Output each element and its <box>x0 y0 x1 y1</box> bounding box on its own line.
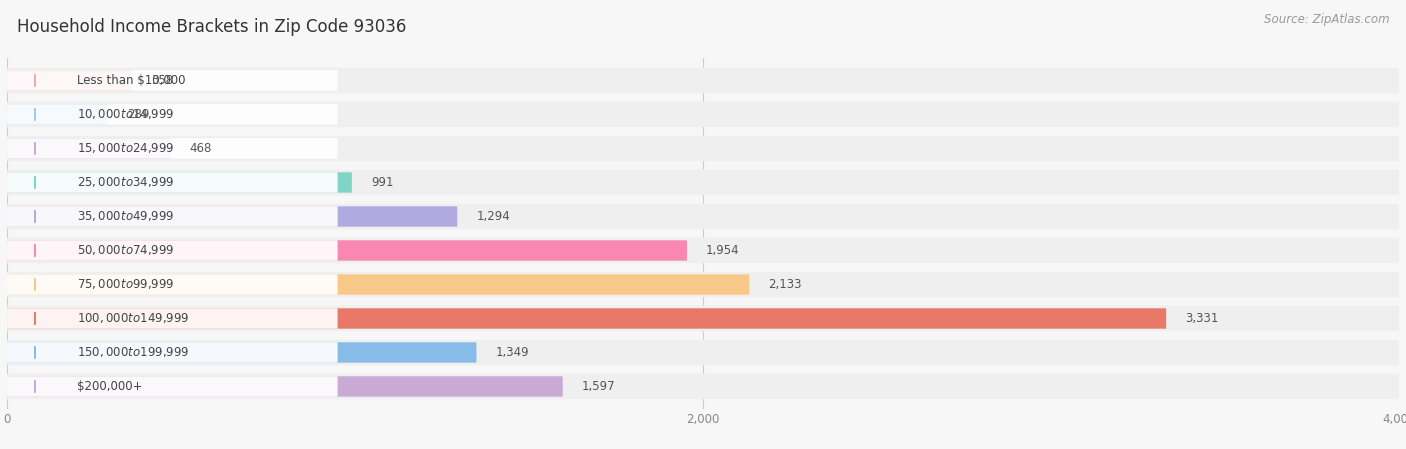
Text: 289: 289 <box>127 108 149 121</box>
Text: 2,133: 2,133 <box>769 278 801 291</box>
Text: $100,000 to $149,999: $100,000 to $149,999 <box>77 312 188 326</box>
Text: 1,294: 1,294 <box>477 210 510 223</box>
FancyBboxPatch shape <box>7 70 132 91</box>
FancyBboxPatch shape <box>7 272 1399 297</box>
Text: $35,000 to $49,999: $35,000 to $49,999 <box>77 210 174 224</box>
FancyBboxPatch shape <box>7 342 337 363</box>
FancyBboxPatch shape <box>7 374 1399 399</box>
FancyBboxPatch shape <box>7 308 337 329</box>
FancyBboxPatch shape <box>7 68 1399 93</box>
FancyBboxPatch shape <box>7 376 337 396</box>
FancyBboxPatch shape <box>7 240 337 261</box>
FancyBboxPatch shape <box>7 138 337 158</box>
FancyBboxPatch shape <box>7 172 337 193</box>
Text: $15,000 to $24,999: $15,000 to $24,999 <box>77 141 174 155</box>
Text: 1,597: 1,597 <box>582 380 616 393</box>
FancyBboxPatch shape <box>7 376 562 396</box>
FancyBboxPatch shape <box>7 308 1166 329</box>
FancyBboxPatch shape <box>7 206 337 227</box>
FancyBboxPatch shape <box>7 70 337 91</box>
Text: 991: 991 <box>371 176 394 189</box>
FancyBboxPatch shape <box>7 102 1399 127</box>
Text: $25,000 to $34,999: $25,000 to $34,999 <box>77 176 174 189</box>
Text: 1,954: 1,954 <box>706 244 740 257</box>
FancyBboxPatch shape <box>7 170 1399 195</box>
Text: $150,000 to $199,999: $150,000 to $199,999 <box>77 345 188 360</box>
FancyBboxPatch shape <box>7 340 1399 365</box>
Text: Household Income Brackets in Zip Code 93036: Household Income Brackets in Zip Code 93… <box>17 18 406 36</box>
FancyBboxPatch shape <box>7 138 170 158</box>
Text: $75,000 to $99,999: $75,000 to $99,999 <box>77 277 174 291</box>
Text: 1,349: 1,349 <box>495 346 529 359</box>
FancyBboxPatch shape <box>7 306 1399 331</box>
Text: 3,331: 3,331 <box>1185 312 1219 325</box>
Text: $200,000+: $200,000+ <box>77 380 142 393</box>
FancyBboxPatch shape <box>7 172 351 193</box>
Text: 468: 468 <box>188 142 211 155</box>
Text: $50,000 to $74,999: $50,000 to $74,999 <box>77 243 174 257</box>
FancyBboxPatch shape <box>7 274 749 295</box>
Text: $10,000 to $14,999: $10,000 to $14,999 <box>77 107 174 122</box>
FancyBboxPatch shape <box>7 104 108 125</box>
FancyBboxPatch shape <box>7 104 337 125</box>
FancyBboxPatch shape <box>7 204 1399 229</box>
FancyBboxPatch shape <box>7 136 1399 161</box>
FancyBboxPatch shape <box>7 238 1399 263</box>
FancyBboxPatch shape <box>7 206 457 227</box>
Text: Less than $10,000: Less than $10,000 <box>77 74 186 87</box>
Text: Source: ZipAtlas.com: Source: ZipAtlas.com <box>1264 13 1389 26</box>
FancyBboxPatch shape <box>7 274 337 295</box>
FancyBboxPatch shape <box>7 342 477 363</box>
Text: 358: 358 <box>150 74 173 87</box>
FancyBboxPatch shape <box>7 240 688 261</box>
